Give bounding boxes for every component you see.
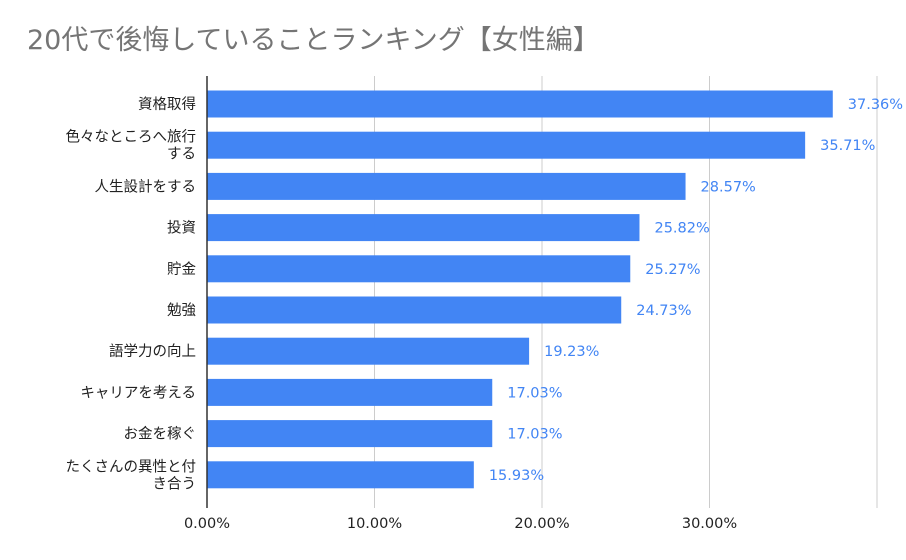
x-tick-label: 30.00% — [682, 516, 737, 532]
bar — [207, 90, 833, 118]
x-tick-label: 20.00% — [514, 516, 569, 532]
category-label: 語学力の向上 — [109, 343, 196, 360]
category-label: キャリアを考える — [80, 384, 196, 401]
value-label: 24.73% — [636, 303, 691, 319]
value-label: 35.71% — [820, 138, 875, 154]
category-label: 貯金 — [167, 261, 196, 278]
category-label: 投資 — [167, 220, 196, 237]
value-label: 25.82% — [654, 221, 709, 237]
axis-layer: 0.00% 10.00% 20.00% 30.00% — [184, 76, 737, 532]
bar — [207, 337, 530, 365]
bar — [207, 255, 631, 283]
bar — [207, 214, 640, 242]
bar-layer — [207, 90, 833, 489]
x-tick-label: 10.00% — [347, 516, 402, 532]
value-label: 15.93% — [489, 468, 544, 484]
value-label: 25.27% — [645, 262, 700, 278]
value-label: 19.23% — [544, 344, 599, 360]
category-label: 色々なところへ旅行する — [66, 129, 197, 163]
bar — [207, 420, 493, 448]
category-label: お金を稼ぐ — [124, 426, 197, 443]
value-label: 17.03% — [507, 385, 562, 401]
value-label: 37.36% — [848, 97, 903, 113]
bar — [207, 378, 493, 406]
category-label: 人生設計をする — [95, 178, 197, 195]
bar — [207, 461, 474, 489]
label-layer: 37.36% 資格取得 35.71% 色々なところへ旅行する 28.57% 人生設計をする… — [66, 96, 904, 492]
bar — [207, 131, 806, 159]
value-label: 28.57% — [701, 179, 756, 195]
category-label: 勉強 — [167, 302, 196, 319]
bar — [207, 172, 686, 200]
x-tick-label: 0.00% — [184, 516, 230, 532]
category-label: 資格取得 — [138, 96, 196, 113]
category-label: たくさんの異性と付き合う — [66, 458, 197, 492]
bar — [207, 296, 622, 324]
value-label: 17.03% — [507, 427, 562, 443]
chart-title: 20代で後悔していることランキング【女性編】 — [27, 25, 600, 56]
